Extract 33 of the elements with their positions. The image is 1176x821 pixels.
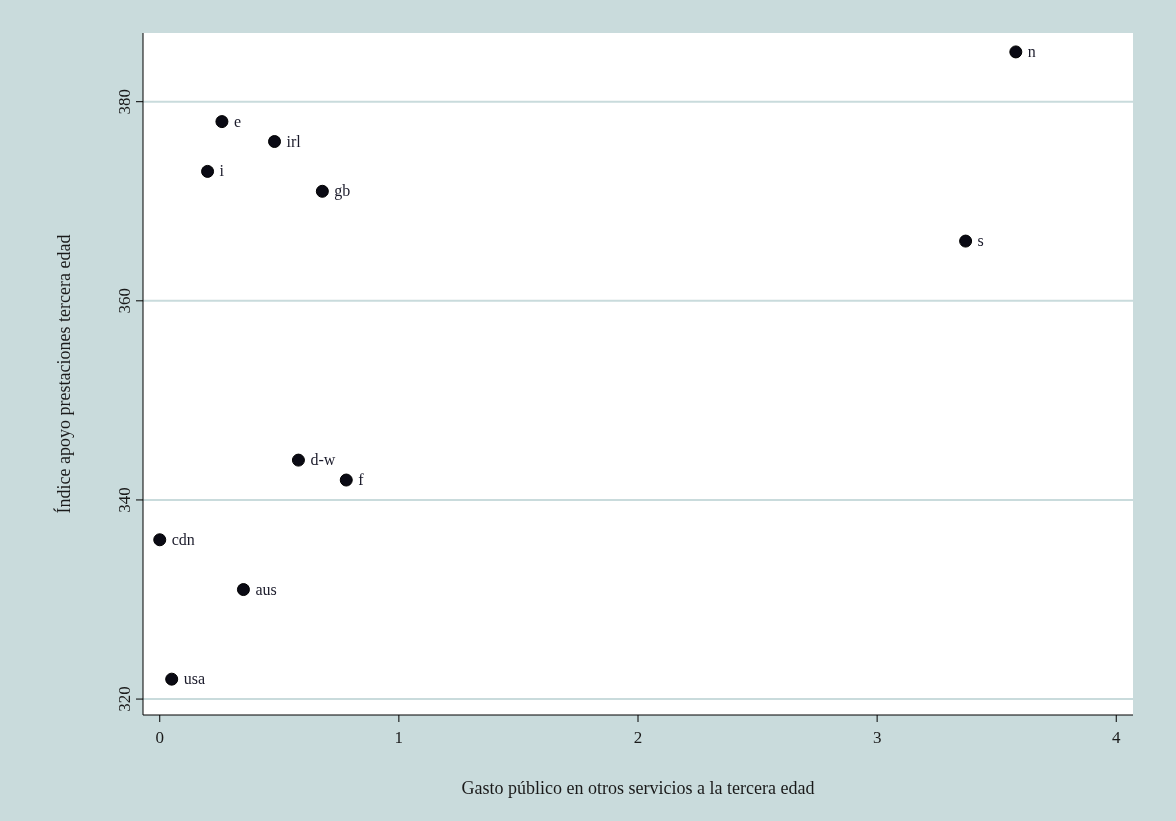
annotation: i	[219, 162, 225, 180]
y-tick-label: 380	[115, 88, 134, 115]
annotation: gb	[334, 182, 351, 201]
annotation: d-w	[310, 451, 336, 469]
annotation: usa	[183, 670, 206, 688]
x-tick-label: 0	[155, 728, 164, 747]
annotation: cdn	[171, 530, 195, 548]
x-tick-label: 4	[1112, 728, 1122, 747]
point	[201, 164, 215, 178]
point	[268, 135, 282, 149]
x-tick-label: 3	[872, 728, 882, 747]
point	[959, 234, 973, 248]
annotation: s	[977, 232, 984, 250]
x-tick-label: 1	[394, 728, 404, 747]
y-tick-label: 340	[115, 487, 134, 513]
annotation: irl	[286, 132, 302, 150]
point	[315, 184, 329, 198]
point	[339, 473, 353, 487]
point	[236, 583, 250, 597]
y-axis-title: Índice apoyo prestaciones tercera edad	[53, 234, 74, 514]
y-tick-label: 320	[115, 686, 134, 712]
point	[215, 115, 229, 129]
x-tick-label: 2	[633, 728, 643, 747]
annotation: aus	[255, 580, 277, 598]
y-tick-label: 360	[115, 288, 134, 314]
point	[165, 672, 179, 686]
annotation: f	[358, 471, 365, 489]
point	[1009, 45, 1023, 59]
annotation: e	[233, 112, 242, 130]
annotation: n	[1027, 42, 1036, 60]
point	[291, 453, 305, 467]
x-axis-title: Gasto público en otros servicios a la tercera edad	[461, 778, 815, 798]
point	[153, 533, 167, 547]
